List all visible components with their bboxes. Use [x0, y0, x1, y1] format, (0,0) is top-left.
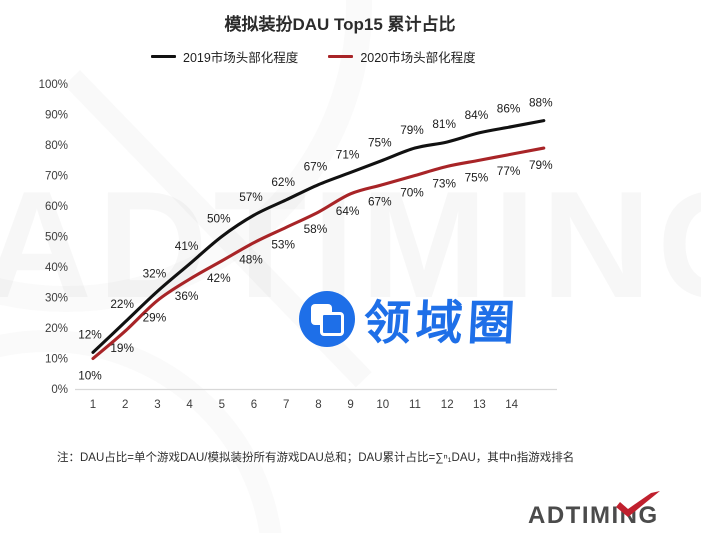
svg-text:9: 9 — [347, 399, 353, 411]
svg-text:73%: 73% — [432, 176, 456, 190]
svg-text:20%: 20% — [45, 323, 68, 335]
svg-text:50%: 50% — [45, 232, 68, 244]
svg-text:10: 10 — [376, 399, 389, 411]
svg-text:2: 2 — [122, 399, 128, 411]
legend-line-swatch-2020 — [328, 55, 354, 58]
svg-text:42%: 42% — [207, 271, 231, 285]
svg-text:79%: 79% — [400, 123, 424, 137]
svg-text:10%: 10% — [45, 354, 68, 366]
svg-text:12%: 12% — [78, 327, 102, 341]
svg-text:75%: 75% — [465, 170, 489, 184]
svg-text:50%: 50% — [207, 212, 231, 226]
svg-text:4: 4 — [186, 399, 193, 411]
svg-text:90%: 90% — [45, 110, 68, 122]
svg-text:75%: 75% — [368, 135, 392, 149]
media-watermark: 领域圈 — [299, 284, 522, 353]
svg-text:0%: 0% — [51, 384, 68, 396]
svg-text:32%: 32% — [143, 266, 167, 280]
svg-text:41%: 41% — [175, 239, 199, 253]
svg-text:70%: 70% — [400, 186, 424, 200]
svg-text:70%: 70% — [45, 171, 68, 183]
chart-title: 模拟装扮DAU Top15 累计占比 — [224, 15, 456, 34]
svg-text:67%: 67% — [368, 195, 392, 209]
svg-text:81%: 81% — [432, 117, 456, 131]
svg-text:7: 7 — [283, 399, 289, 411]
overlapping-squares-icon — [299, 290, 355, 347]
chart-footnote: 注：DAU占比=单个游戏DAU/模拟装扮所有游戏DAU总和；DAU累计占比=∑ⁿ… — [57, 452, 575, 464]
svg-text:3: 3 — [154, 399, 160, 411]
svg-text:57%: 57% — [239, 190, 263, 204]
adtiming-logo: ADTIMING — [528, 491, 696, 529]
svg-text:13: 13 — [473, 399, 486, 411]
legend-label-2020: 2020市场头部化程度 — [360, 51, 476, 65]
svg-text:22%: 22% — [110, 297, 134, 311]
checkmark-icon — [616, 491, 660, 517]
svg-text:40%: 40% — [45, 262, 68, 274]
svg-text:14: 14 — [505, 399, 518, 411]
svg-text:88%: 88% — [529, 96, 553, 110]
svg-text:36%: 36% — [175, 289, 199, 303]
svg-text:100%: 100% — [39, 79, 68, 91]
svg-text:19%: 19% — [110, 341, 134, 355]
svg-text:60%: 60% — [45, 201, 68, 213]
legend-label-2019: 2019市场头部化程度 — [183, 51, 299, 65]
svg-text:12: 12 — [441, 399, 454, 411]
media-watermark-text: 领域圈 — [362, 296, 522, 349]
svg-text:84%: 84% — [465, 108, 489, 122]
svg-text:29%: 29% — [143, 311, 167, 325]
svg-text:64%: 64% — [336, 204, 360, 218]
svg-text:11: 11 — [409, 399, 421, 411]
svg-text:10%: 10% — [78, 369, 102, 383]
svg-text:67%: 67% — [304, 160, 328, 174]
svg-text:5: 5 — [219, 399, 225, 411]
svg-text:30%: 30% — [45, 293, 68, 305]
svg-text:8: 8 — [315, 399, 321, 411]
svg-text:1: 1 — [90, 399, 96, 411]
svg-text:77%: 77% — [497, 164, 521, 178]
svg-text:53%: 53% — [271, 237, 295, 251]
svg-text:6: 6 — [251, 399, 257, 411]
svg-text:48%: 48% — [239, 253, 263, 267]
svg-text:62%: 62% — [271, 175, 295, 189]
svg-text:79%: 79% — [529, 158, 553, 172]
svg-text:58%: 58% — [304, 222, 328, 236]
legend-item-2019: 2019市场头部化程度 — [151, 47, 298, 66]
svg-text:71%: 71% — [336, 147, 360, 161]
svg-text:86%: 86% — [497, 102, 521, 116]
chart-legend: 2019市场头部化程度 2020市场头部化程度 — [151, 47, 476, 66]
svg-text:80%: 80% — [45, 140, 68, 152]
legend-line-swatch-2019 — [151, 55, 176, 58]
legend-item-2020: 2020市场头部化程度 — [328, 47, 476, 66]
